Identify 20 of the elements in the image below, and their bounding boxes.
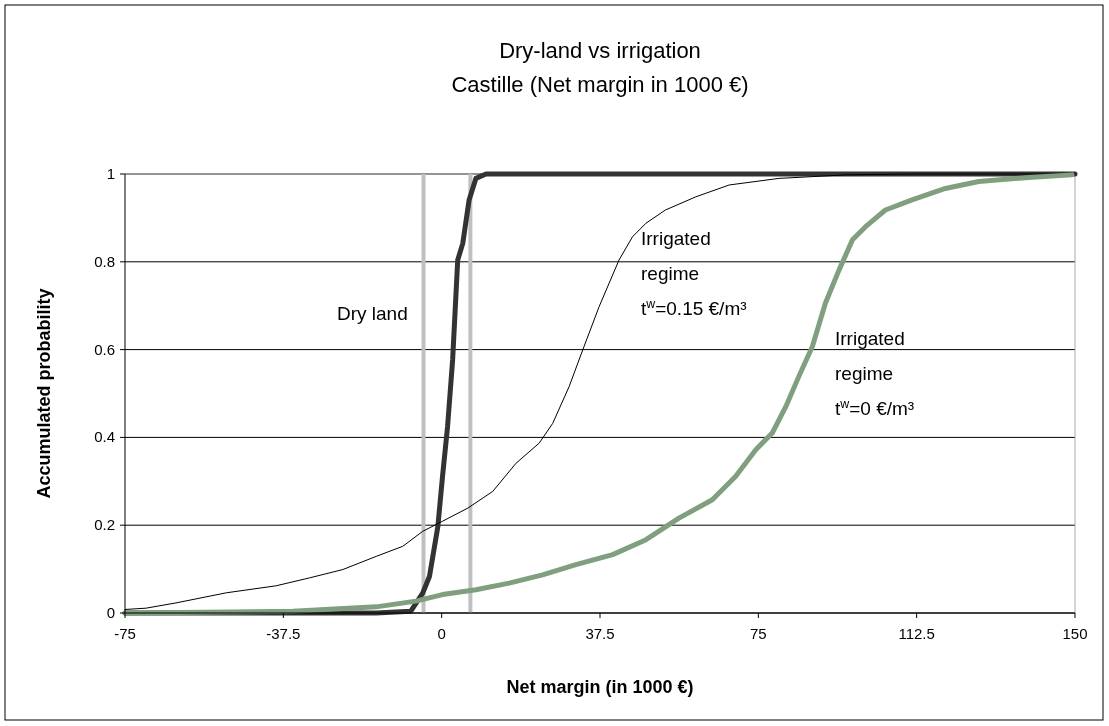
y-tick-label: 1: [106, 165, 115, 182]
y-tick-label: 0.4: [94, 428, 115, 446]
x-tick-label: -37.5: [266, 625, 301, 642]
x-tick-label: 75: [749, 625, 767, 642]
y-tick-label: 0.2: [94, 516, 115, 534]
y-tick-label: 0: [106, 604, 115, 621]
chart-title: Dry-land vs irrigation: [499, 38, 701, 63]
text: Dry land: [337, 303, 408, 324]
x-tick-label: 37.5: [585, 625, 615, 642]
series-label: Irrigated regime t$^{w}$=0 €/m³: [835, 328, 915, 419]
series-label: Irrigated regime t$^{w}$=0.15 €/m³: [641, 228, 747, 319]
chart-subtitle: Castille (Net margin in 1000 €): [451, 72, 749, 97]
x-tick-label: 150: [1062, 625, 1088, 642]
x-tick-label: -75: [114, 625, 136, 642]
x-tick-label: 0: [437, 625, 446, 642]
y-tick-label: 0.6: [94, 340, 115, 358]
y-tick-label: 0.8: [94, 252, 115, 270]
x-axis-title: Net margin (in 1000 €): [506, 677, 694, 697]
y-axis-title: Accumulated probability: [34, 288, 54, 499]
x-tick-label: 112.5: [898, 625, 935, 642]
